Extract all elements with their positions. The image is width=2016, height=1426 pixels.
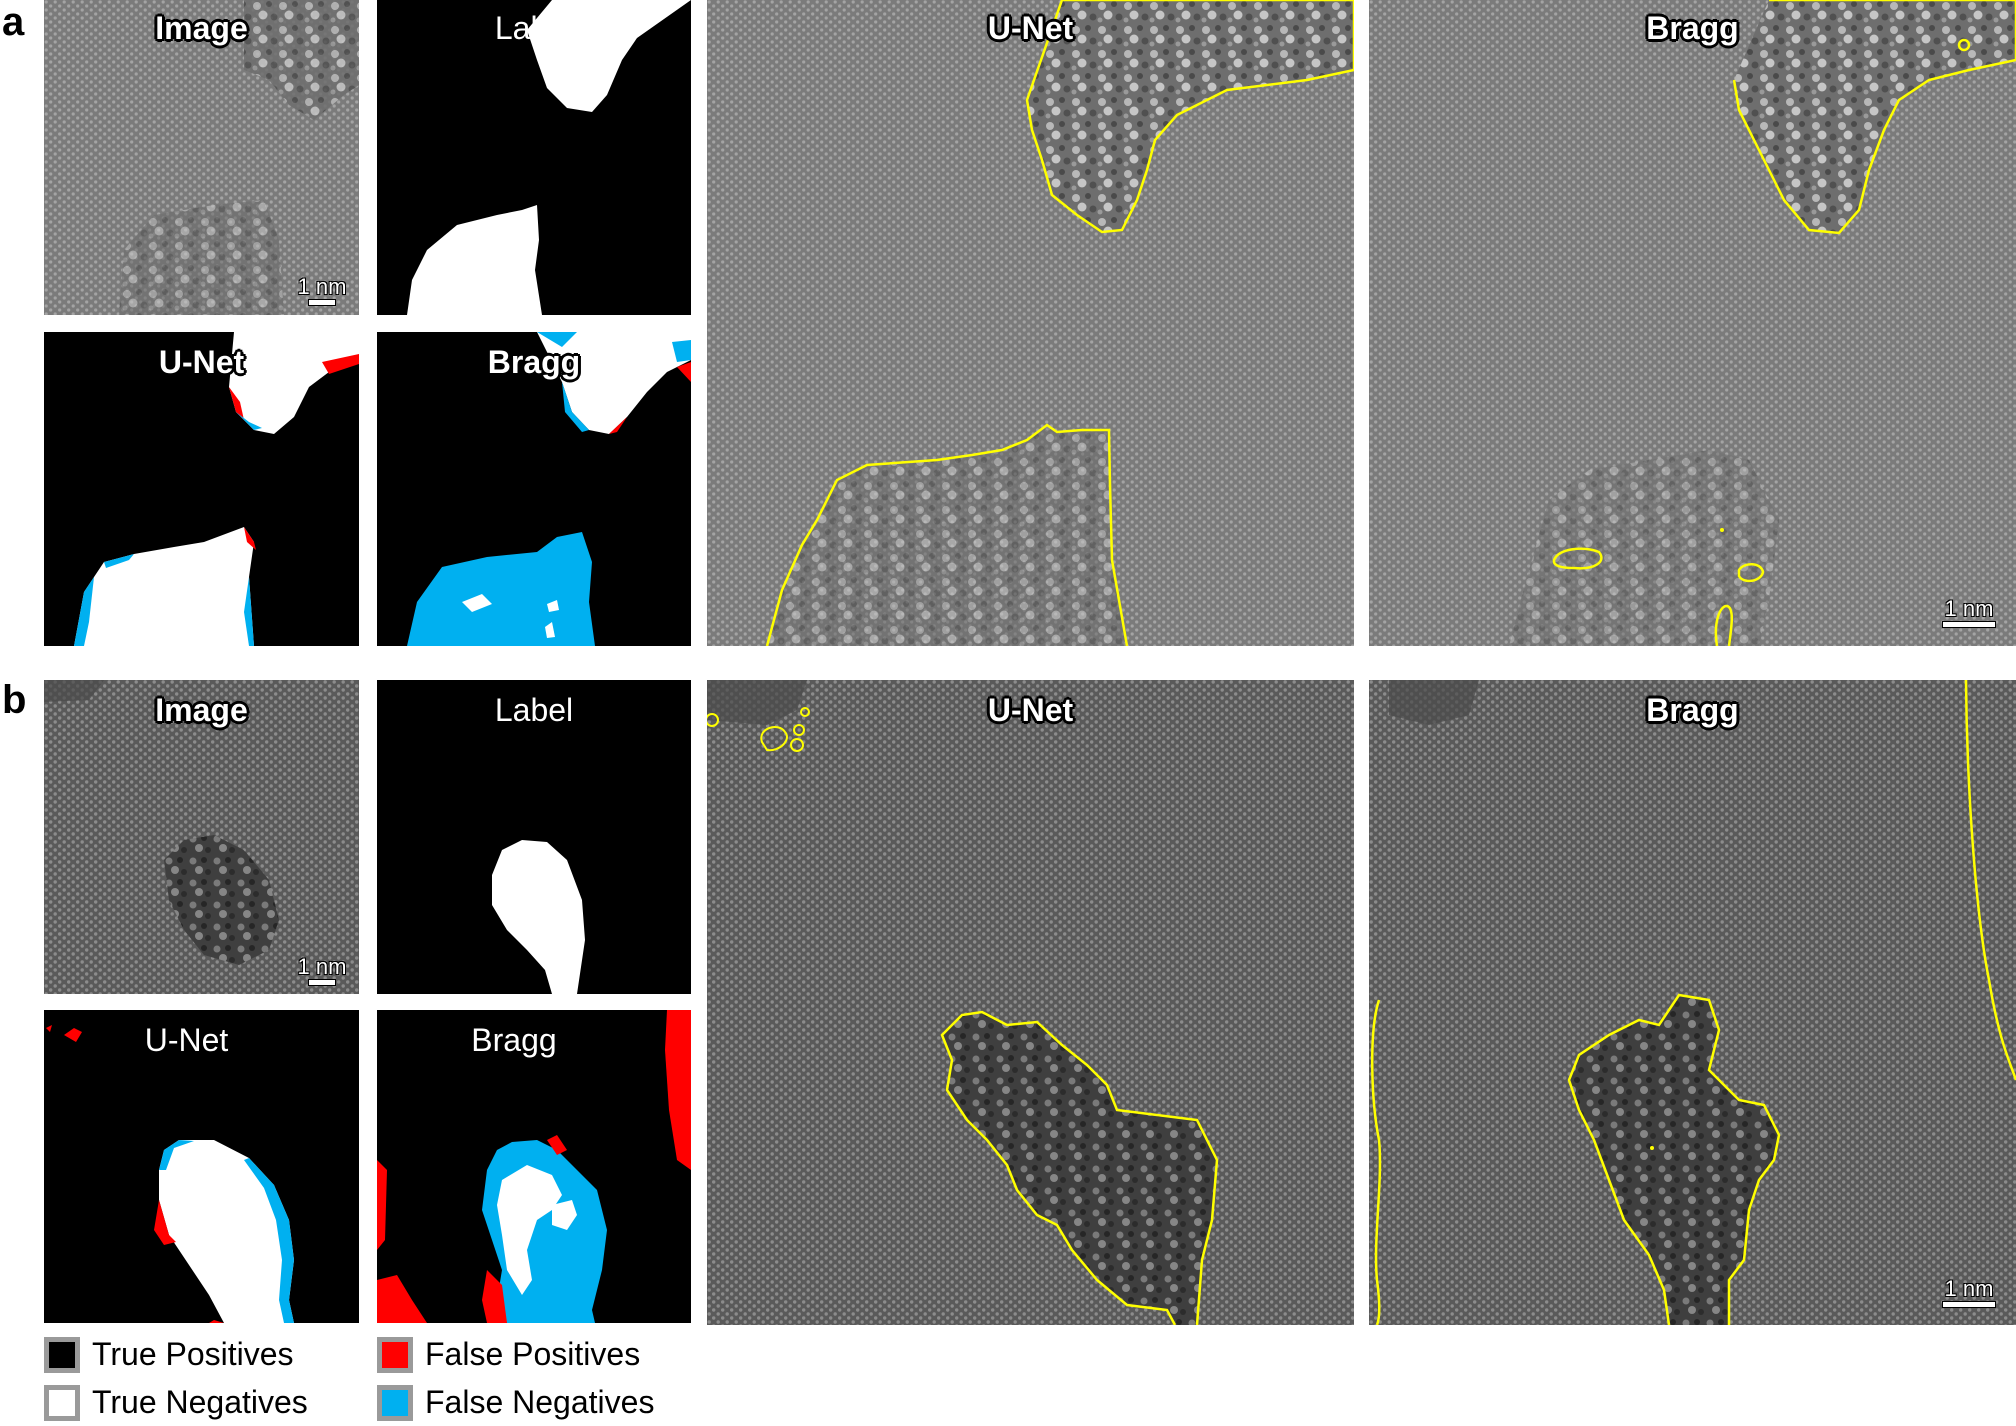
b-unet-overlay-tile: U-Net [707, 680, 1354, 1325]
b-label-tile: Label [377, 680, 691, 994]
false-positives-label: False Positives [425, 1336, 641, 1372]
b-bragg-overlay-scalebar-label: 1 nm [1944, 1276, 1994, 1301]
a-unet-mask-tile: U-Net [44, 332, 359, 646]
false-negatives-label: False Negatives [425, 1384, 655, 1420]
a-image-scalebar-bar [309, 300, 335, 305]
a-unet-mask [74, 332, 359, 646]
b-bragg-mask-title: Bragg [471, 1022, 557, 1058]
a-bragg-mask-title: Bragg [487, 344, 581, 380]
b-label-mask [492, 840, 585, 994]
b-image-title: Image [155, 692, 248, 728]
a-label-title: Label [494, 10, 574, 46]
panel-letter-a: a [2, 0, 25, 44]
a-image-title: Image [155, 10, 248, 46]
b-unet-mask [46, 1025, 294, 1323]
b-image-scalebar-label: 1 nm [297, 954, 347, 979]
a-image-scalebar-label: 1 nm [297, 274, 347, 299]
false-positives-swatch [377, 1336, 413, 1373]
b-image-tile: Image 1 nm [44, 680, 359, 994]
a-label-mask [407, 0, 691, 315]
b-unet-mask-title: U-Net [144, 1022, 229, 1058]
b-image-scalebar: 1 nm [297, 956, 347, 985]
a-bragg-mask [407, 332, 691, 646]
b-bragg-overlay-scalebar: 1 nm [1939, 1278, 1999, 1307]
b-image-micrograph [44, 680, 359, 994]
b-bragg-overlay-micrograph [1369, 680, 2016, 1325]
a-bragg-overlay-scalebar-bar [1943, 622, 1995, 627]
a-bragg-overlay-scalebar-label: 1 nm [1944, 596, 1994, 621]
legend-false-positives: False Positives [377, 1336, 640, 1373]
a-unet-overlay-title: U-Net [987, 10, 1074, 46]
b-bragg-overlay-tile: Bragg 1 nm [1369, 680, 2016, 1325]
b-unet-mask-tile: U-Net [44, 1010, 359, 1323]
b-label-title: Label [494, 692, 574, 728]
b-bragg-overlay-title: Bragg [1646, 692, 1739, 728]
true-positives-swatch [44, 1336, 80, 1373]
a-unet-overlay-micrograph [707, 0, 1354, 646]
a-bragg-overlay-scalebar: 1 nm [1939, 598, 1999, 627]
b-unet-overlay-title: U-Net [987, 692, 1074, 728]
true-negatives-label: True Negatives [92, 1384, 308, 1420]
a-image-tile: Image 1 nm [44, 0, 359, 315]
true-negatives-swatch [44, 1384, 80, 1421]
a-image-micrograph [44, 0, 359, 315]
true-positives-label: True Positives [92, 1336, 294, 1372]
a-label-tile: Label [377, 0, 691, 315]
b-bragg-overlay-scalebar-bar [1943, 1302, 1995, 1307]
a-bragg-overlay-tile: Bragg 1 nm [1369, 0, 2016, 646]
a-bragg-overlay-micrograph [1369, 0, 2016, 646]
a-bragg-mask-tile: Bragg [377, 332, 691, 646]
b-bragg-mask [377, 1010, 691, 1323]
legend-true-positives: True Positives [44, 1336, 294, 1373]
a-unet-mask-title: U-Net [158, 344, 245, 380]
legend-true-negatives: True Negatives [44, 1384, 308, 1421]
legend-false-negatives: False Negatives [377, 1384, 654, 1421]
b-bragg-mask-tile: Bragg [377, 1010, 691, 1323]
panel-letter-b: b [2, 678, 27, 722]
a-unet-overlay-tile: U-Net [707, 0, 1354, 646]
b-image-scalebar-bar [309, 980, 335, 985]
false-negatives-swatch [377, 1384, 413, 1421]
b-unet-overlay-micrograph [707, 680, 1354, 1325]
a-image-scalebar: 1 nm [297, 276, 347, 305]
a-bragg-overlay-title: Bragg [1646, 10, 1739, 46]
